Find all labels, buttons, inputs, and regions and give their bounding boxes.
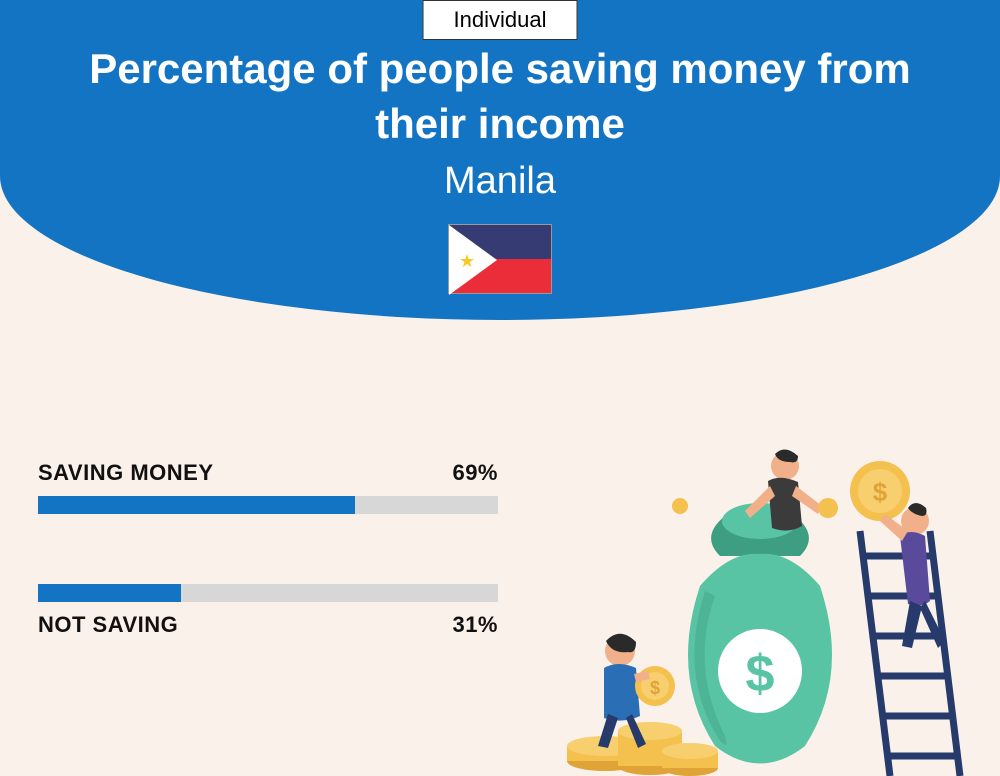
flag-sun-icon: ★ (459, 251, 475, 272)
bar-track (38, 584, 498, 602)
bar-value: 31% (452, 612, 498, 638)
category-tag: Individual (423, 0, 578, 40)
bar-label: NOT SAVING (38, 612, 178, 638)
bar-saving: SAVING MONEY 69% (38, 460, 498, 514)
svg-text:$: $ (650, 678, 660, 698)
svg-text:$: $ (746, 645, 775, 703)
money-bag-icon: $ (688, 503, 832, 764)
page-subtitle: Manila (0, 160, 1000, 203)
svg-text:$: $ (873, 477, 888, 507)
coin-small-icon (672, 498, 688, 514)
coin-stack-icon (567, 722, 718, 776)
bar-not-saving: NOT SAVING 31% (38, 584, 498, 638)
bar-track (38, 496, 498, 514)
bar-value: 69% (452, 460, 498, 486)
savings-illustration: $ $ $ (550, 436, 980, 776)
bar-chart: SAVING MONEY 69% NOT SAVING 31% (38, 460, 498, 708)
bar-fill (38, 496, 355, 514)
page-title: Percentage of people saving money from t… (0, 42, 1000, 151)
bar-label: SAVING MONEY (38, 460, 214, 486)
flag-philippines: ★ (448, 224, 552, 294)
bar-fill (38, 584, 181, 602)
